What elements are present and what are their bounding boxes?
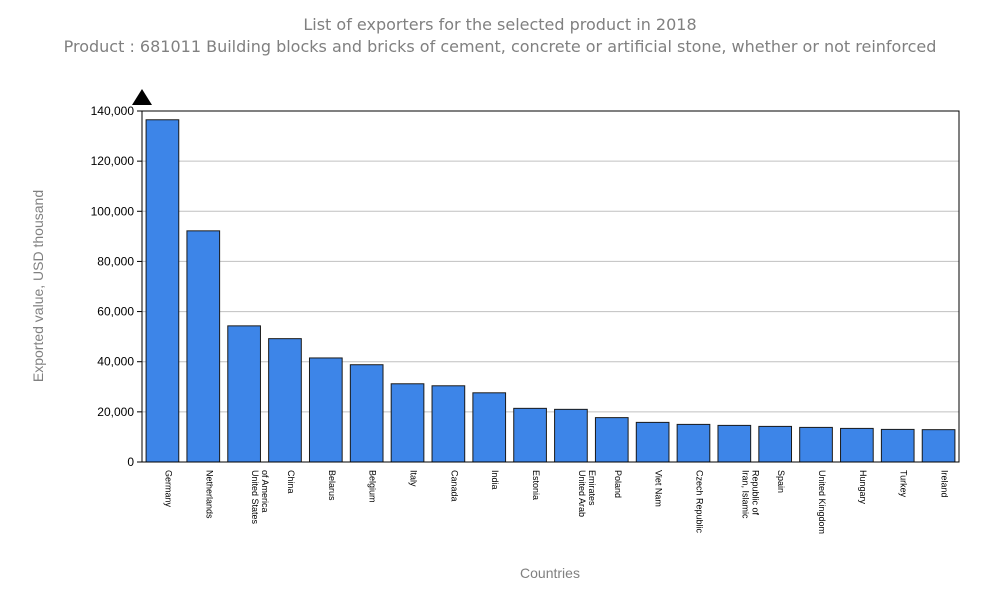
x-category-label: Hungary — [858, 470, 868, 505]
x-category-label-line: India — [490, 470, 500, 490]
x-category-label-line: Republic of — [750, 470, 760, 516]
x-category-label: Spain — [776, 470, 786, 493]
x-category-label: United Kingdom — [817, 470, 827, 534]
bar — [186, 230, 221, 463]
y-tick-label: 140,000 — [91, 104, 135, 118]
bar — [594, 417, 629, 463]
x-category-label: Belarus — [327, 470, 337, 501]
x-category-label: Viet Nam — [654, 470, 664, 507]
chart-subtitle: Product : 681011 Building blocks and bri… — [63, 37, 937, 56]
y-tick-label: 120,000 — [91, 154, 135, 168]
x-category-label-line: Netherlands — [204, 470, 214, 519]
x-category-label: Italy — [409, 470, 419, 487]
bar — [758, 425, 793, 463]
x-category-label: Canada — [449, 470, 459, 502]
x-category-label-line: United Kingdom — [817, 470, 827, 534]
bar — [880, 428, 915, 463]
x-category-label: Netherlands — [204, 470, 214, 519]
x-category-label: Poland — [613, 470, 623, 498]
y-tick-label: 60,000 — [97, 305, 134, 319]
x-category-label-line: Poland — [613, 470, 623, 498]
x-category-label-line: China — [286, 470, 296, 494]
chart-title-block: List of exporters for the selected produ… — [40, 14, 960, 58]
bar — [554, 408, 588, 463]
bar — [635, 421, 670, 463]
x-category-label-line: Estonia — [531, 470, 541, 500]
x-category-label-line: Germany — [163, 470, 173, 508]
x-category-label: United ArabEmirates — [577, 470, 597, 517]
y-tick-label: 40,000 — [97, 355, 134, 369]
x-category-label-line: United Arab — [577, 470, 587, 517]
bar — [472, 392, 507, 463]
bar — [145, 119, 180, 463]
plot-frame — [141, 110, 960, 463]
x-category-label: United Statesof America — [250, 470, 270, 525]
x-category-label-line: Italy — [409, 470, 419, 487]
x-category-label-line: Turkey — [899, 470, 909, 498]
y-tick-label: 0 — [127, 455, 134, 469]
bar — [390, 383, 425, 463]
x-category-label-line: Hungary — [858, 470, 868, 505]
bar — [513, 407, 547, 463]
x-category-label-line: Belarus — [327, 470, 337, 501]
x-axis-label: Countries — [520, 565, 580, 581]
x-category-label-line: of America — [260, 470, 270, 513]
bar — [268, 338, 302, 463]
bar — [227, 325, 261, 463]
y-tick-label: 80,000 — [97, 254, 134, 268]
x-category-label-line: Ireland — [940, 470, 950, 498]
bar — [308, 357, 343, 463]
x-category-label-line: Belgium — [368, 470, 378, 503]
bar — [349, 364, 384, 463]
y-tick-label: 20,000 — [97, 405, 134, 419]
x-category-label: Ireland — [940, 470, 950, 498]
x-category-label-line: Czech Republic — [694, 470, 704, 534]
x-category-label: Turkey — [899, 470, 909, 498]
plot-area — [142, 111, 959, 462]
x-category-label-line: Emirates — [587, 470, 597, 506]
x-category-label: Estonia — [531, 470, 541, 500]
x-category-label-line: Canada — [449, 470, 459, 502]
bar — [840, 427, 874, 463]
chart-title: List of exporters for the selected produ… — [303, 15, 697, 34]
x-category-label-line: United States — [250, 470, 260, 525]
y-tick-label: 100,000 — [91, 204, 135, 218]
x-category-label: Czech Republic — [694, 470, 704, 534]
x-category-label: China — [286, 470, 296, 494]
bar — [431, 385, 466, 463]
x-category-label: India — [490, 470, 500, 490]
x-category-label-line: Viet Nam — [654, 470, 664, 507]
bar — [676, 423, 711, 463]
x-category-label: Germany — [163, 470, 173, 508]
x-category-label: Belgium — [368, 470, 378, 503]
bar — [799, 426, 833, 463]
bar — [717, 424, 752, 463]
x-category-label-line: Spain — [776, 470, 786, 493]
x-category-label-line: Iran, Islamic — [740, 470, 750, 519]
x-category-label: Iran, IslamicRepublic of — [740, 470, 760, 519]
bar — [921, 429, 956, 463]
y-axis-arrow-icon — [132, 89, 152, 105]
